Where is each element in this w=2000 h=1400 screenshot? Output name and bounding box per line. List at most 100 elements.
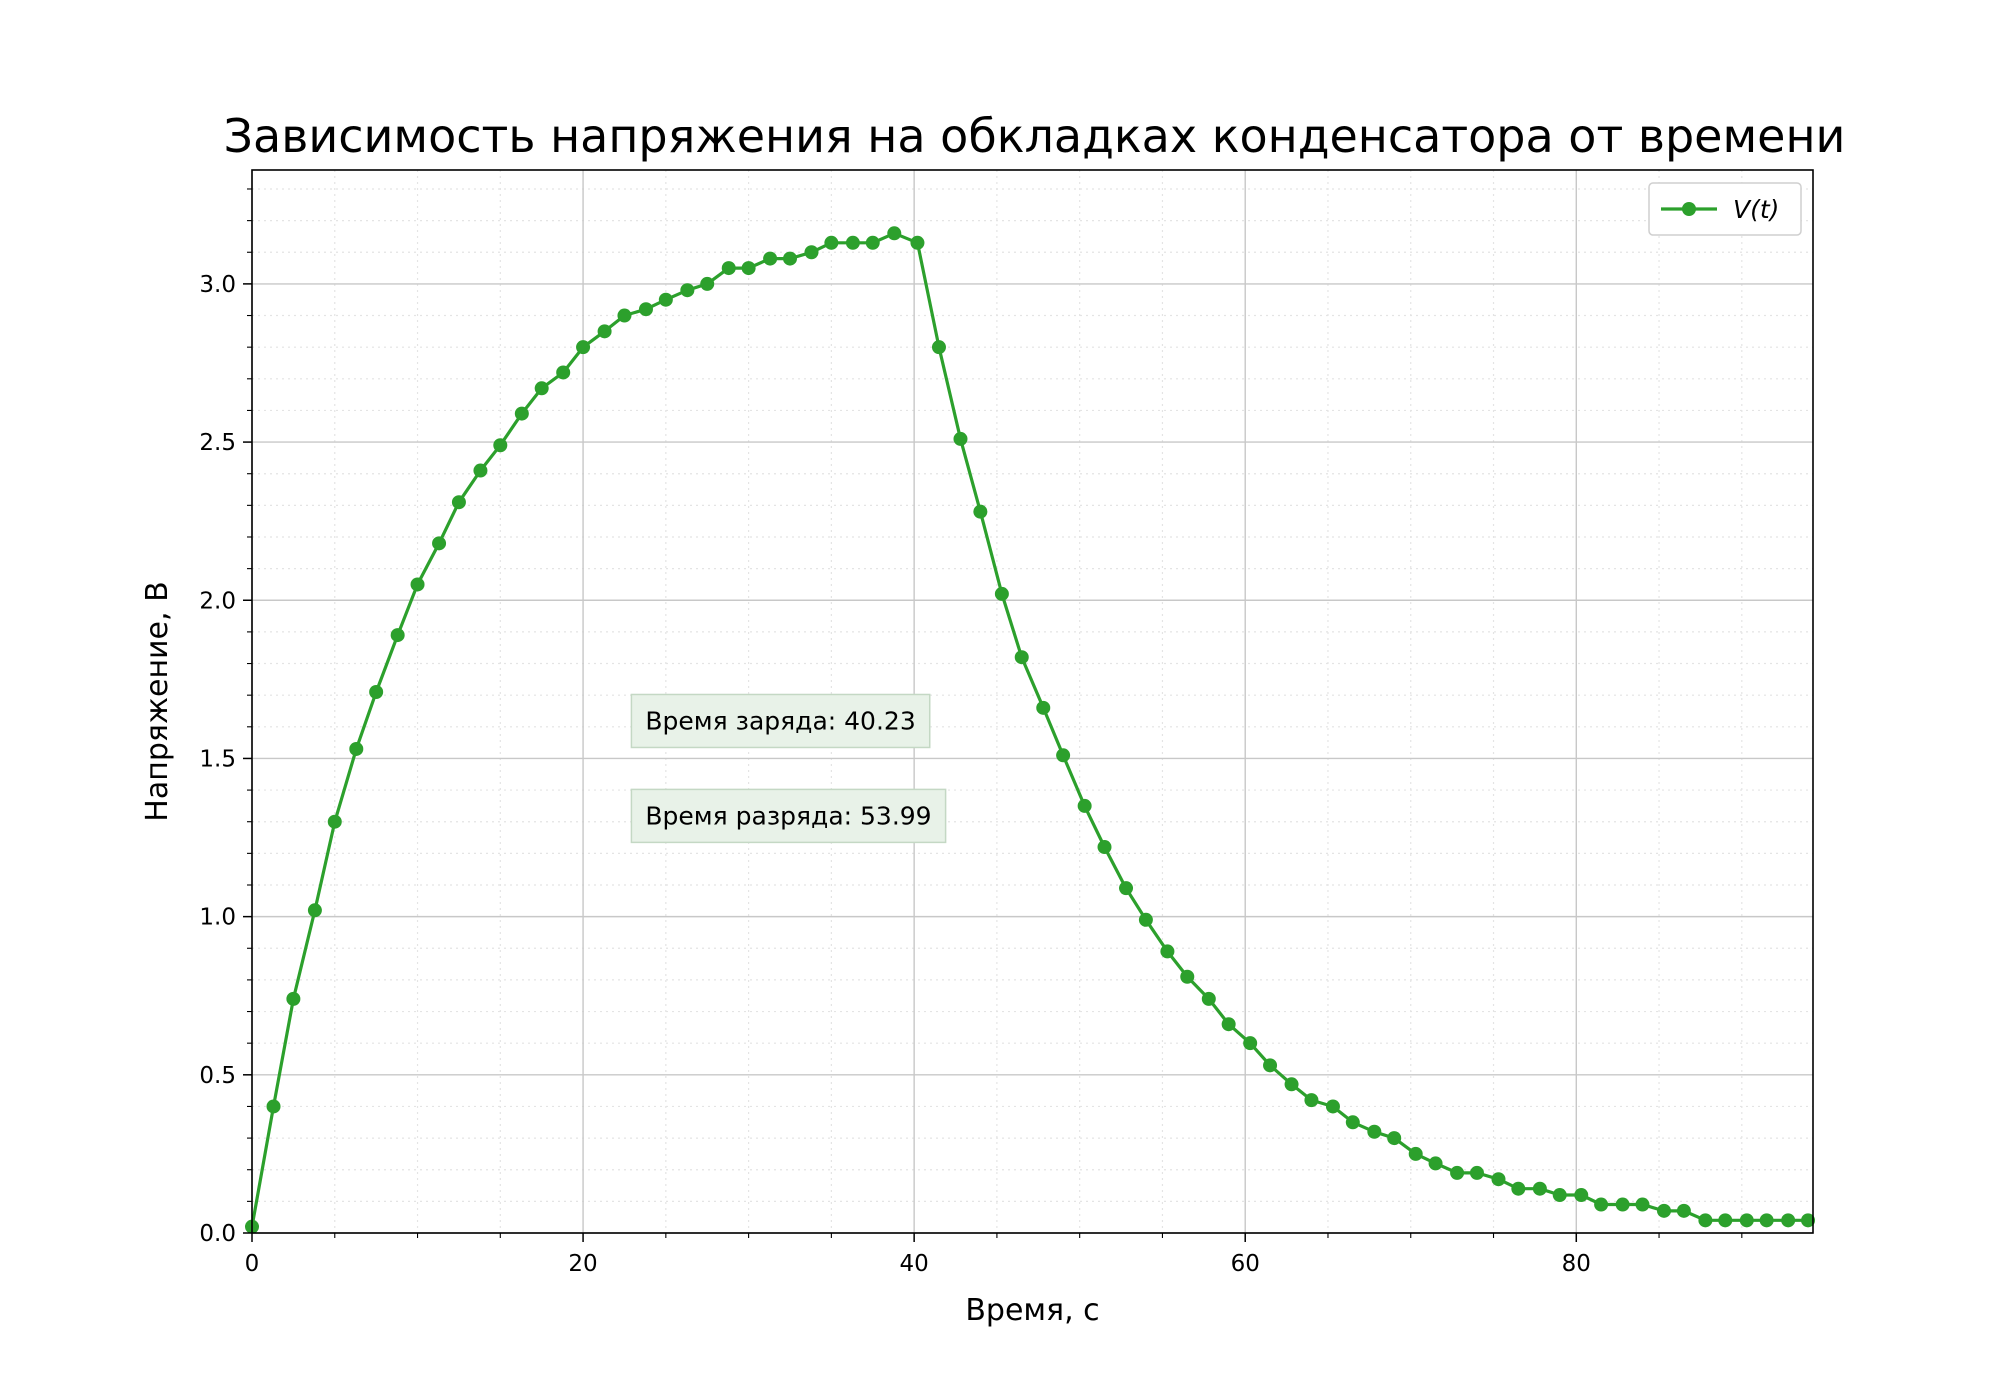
data-point [1201,991,1216,1006]
data-point [597,324,612,339]
data-point [349,741,364,756]
data-point [1615,1197,1630,1212]
chart-title: Зависимость напряжения на обкладках конд… [224,109,1846,163]
y-axis-title: Напряжение, В [140,581,175,821]
data-point [680,283,695,298]
data-point [1014,650,1029,665]
data-point [1387,1131,1402,1146]
legend: V(t) [1648,182,1802,236]
data-point [1552,1188,1567,1203]
data-point [1304,1093,1319,1108]
data-point [953,431,968,446]
data-point [1781,1213,1796,1228]
data-point [1221,1017,1236,1032]
data-point [1450,1165,1465,1180]
series-layer [245,226,1816,1234]
data-point [1594,1197,1609,1212]
y-tick-label: 3.0 [199,272,236,298]
x-tick-label: 40 [900,1251,929,1277]
y-tick-label: 0.5 [199,1063,236,1089]
data-point [1263,1058,1278,1073]
annotations: Время заряда: 40.23 Время разряда: 53.99 [630,693,947,844]
data-point [1036,700,1051,715]
data-point [1284,1077,1299,1092]
data-point [1718,1213,1733,1228]
data-point [1698,1213,1713,1228]
series-line [250,231,1808,1227]
data-point [824,235,839,250]
data-point [1325,1099,1340,1114]
data-point [266,1099,281,1114]
data-point [1759,1213,1774,1228]
data-point [1511,1181,1526,1196]
data-point [804,245,819,260]
y-tick-label: 1.0 [199,905,236,931]
y-tick-label: 2.5 [199,430,236,456]
data-point [327,814,342,829]
data-point [700,276,715,291]
annotation-box [630,788,947,844]
x-tick-label: 20 [568,1251,597,1277]
x-axis-title: Время, с [965,1293,1099,1328]
data-point [1138,912,1153,927]
data-point [556,365,571,380]
data-point [1532,1181,1547,1196]
data-point [1657,1203,1672,1218]
data-point [721,261,736,276]
major-grid [251,170,1813,1234]
data-point [514,406,529,421]
plot-frame [251,169,1814,1234]
data-point [1739,1213,1754,1228]
data-point [1345,1115,1360,1130]
legend-marker [1682,202,1696,216]
annotation-text: Время заряда: 40.23 [645,706,915,735]
data-point [390,628,405,643]
data-point [1367,1124,1382,1139]
data-point [410,577,425,592]
data-point [887,226,902,241]
annotation-text: Время разряда: 53.99 [645,801,931,830]
data-point [1160,944,1175,959]
y-tick-label: 0.0 [199,1221,236,1247]
x-tick-label: 80 [1562,1251,1591,1277]
data-point [994,586,1009,601]
data-point [741,261,756,276]
data-point [473,463,488,478]
data-point [1801,1213,1816,1228]
data-point [576,340,591,355]
data-point [432,536,447,551]
data-point [1119,881,1134,896]
y-tick-label: 1.5 [199,746,236,772]
annotation-box [630,693,931,749]
data-point [534,381,549,396]
data-point [286,991,301,1006]
data-point [910,235,925,250]
minor-grid [252,170,1813,1233]
data-point [1635,1197,1650,1212]
data-point [638,302,653,317]
data-point [493,438,508,453]
data-point [1428,1156,1443,1171]
data-point [1676,1203,1691,1218]
data-point [369,685,384,700]
data-point [451,495,466,510]
data-point [865,235,880,250]
data-point [1077,798,1092,813]
data-point [1491,1172,1506,1187]
annotation: Время разряда: 53.99 [630,788,947,844]
data-point [307,903,322,918]
data-point [1243,1036,1258,1051]
data-point [1097,840,1112,855]
data-point [1469,1165,1484,1180]
y-tick-label: 2.0 [199,588,236,614]
data-point [782,251,797,266]
data-point [617,308,632,323]
data-point [931,340,946,355]
x-tick-label: 0 [245,1251,260,1277]
data-point [763,251,778,266]
axis-ticks: 0 20 40 60 80 0.0 0.5 1.0 1.5 2.0 2.5 3.0 [199,188,1743,1277]
legend-box [1648,182,1802,236]
legend-label: V(t) [1733,195,1779,224]
data-point [1574,1188,1589,1203]
